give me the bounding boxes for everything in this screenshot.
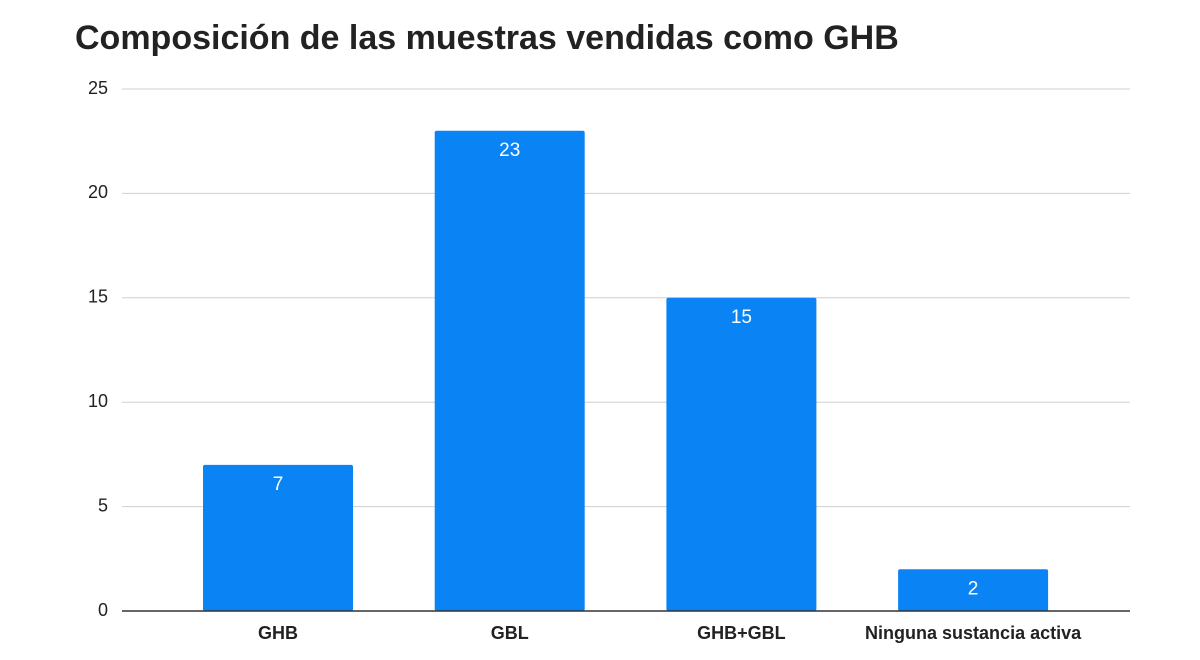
y-tick-label: 0 — [98, 600, 108, 620]
y-tick-label: 20 — [88, 182, 108, 202]
bar — [666, 297, 817, 611]
bar — [203, 464, 353, 611]
data-label: 7 — [273, 474, 284, 495]
bar — [434, 130, 585, 611]
x-tick-label: Ninguna sustancia activa — [865, 623, 1082, 643]
y-tick-label: 25 — [88, 78, 108, 98]
x-tick-label: GBL — [491, 623, 529, 643]
chart-title: Composición de las muestras vendidas com… — [75, 19, 899, 57]
data-label: 15 — [731, 307, 752, 328]
bar — [898, 569, 1049, 611]
y-tick-label: 5 — [98, 495, 108, 515]
x-tick-label: GHB — [258, 623, 298, 643]
data-label: 23 — [499, 140, 520, 161]
y-tick-label: 15 — [88, 287, 108, 307]
y-tick-label: 10 — [88, 391, 108, 411]
data-label: 2 — [968, 578, 979, 599]
x-tick-label: GHB+GBL — [697, 623, 786, 643]
